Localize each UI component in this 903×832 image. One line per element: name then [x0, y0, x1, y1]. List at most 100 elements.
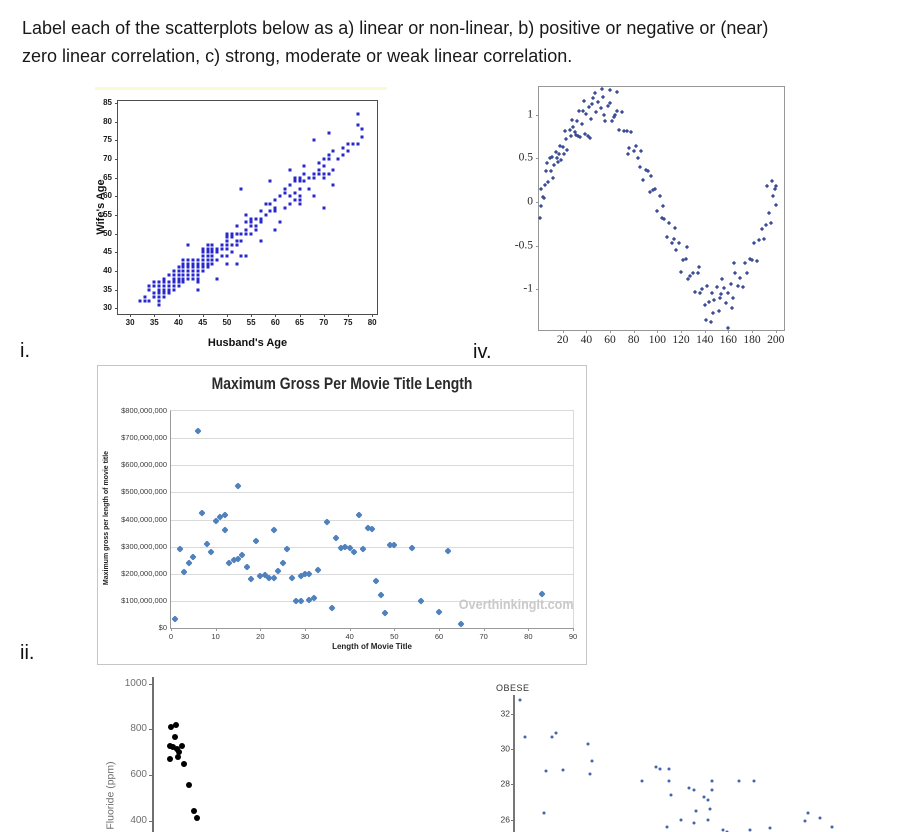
data-point [683, 257, 688, 262]
data-point [230, 232, 234, 236]
data-point [162, 277, 166, 280]
y-tick-mark [149, 683, 154, 685]
data-point [254, 228, 258, 232]
y-tick-label: 75 [103, 135, 112, 145]
data-point [186, 258, 190, 262]
data-point [162, 284, 166, 288]
x-tick-mark [323, 314, 325, 317]
data-point [661, 204, 666, 209]
data-point [542, 811, 546, 815]
data-point [626, 145, 632, 151]
data-point [157, 280, 161, 284]
data-point [244, 213, 248, 217]
x-tick-mark [394, 628, 396, 631]
x-tick-mark [251, 314, 253, 317]
data-point [244, 254, 248, 258]
data-point [586, 104, 591, 110]
data-point [210, 262, 214, 266]
data-point [757, 238, 762, 243]
data-point [752, 779, 756, 783]
data-point [162, 280, 166, 284]
data-point [206, 243, 210, 247]
data-point [196, 277, 200, 280]
data-point [754, 259, 759, 264]
movie-chart-title: Maximum Gross Per Movie Title Length [211, 374, 473, 393]
data-point [296, 597, 305, 605]
y-tick-mark [115, 196, 118, 198]
x-tick-mark [562, 330, 564, 333]
data-point [220, 247, 224, 251]
y-tick-label: 0 [527, 195, 533, 208]
data-point [238, 551, 246, 559]
x-tick-mark [215, 628, 217, 631]
data-point [196, 258, 200, 262]
data-point [702, 302, 707, 307]
data-point [302, 164, 306, 168]
data-point [239, 232, 243, 236]
data-point [230, 235, 234, 239]
data-point [201, 269, 205, 273]
data-point [728, 281, 733, 286]
gridline [171, 600, 573, 602]
data-point [235, 243, 239, 247]
data-point [676, 240, 681, 246]
data-point [730, 295, 736, 300]
y-tick-label: 80 [103, 116, 112, 126]
y-tick-label: $100,000,000 [121, 595, 167, 605]
data-point [560, 144, 565, 150]
gridline [171, 519, 573, 521]
x-tick-mark [439, 628, 440, 631]
x-tick-mark [573, 628, 574, 631]
data-point [360, 135, 364, 138]
data-point [191, 262, 195, 266]
data-point [162, 295, 166, 299]
data-point [172, 273, 176, 277]
data-point [665, 825, 669, 829]
data-point [322, 164, 326, 168]
data-point [239, 239, 243, 243]
data-point [710, 788, 714, 792]
data-point [610, 118, 615, 124]
x-tick-mark [171, 628, 172, 631]
data-point [279, 559, 287, 567]
data-point [210, 243, 214, 247]
data-point [181, 760, 188, 767]
instructions-line-2: zero linear correlation, c) strong, mode… [22, 46, 573, 66]
data-point [719, 292, 724, 297]
data-point [152, 295, 156, 299]
data-point [196, 262, 200, 266]
x-tick-label: 70 [479, 632, 488, 641]
data-point [346, 149, 350, 153]
data-point [157, 299, 161, 303]
data-point [748, 828, 752, 832]
data-point [327, 157, 331, 161]
y-tick-label: $400,000,000 [121, 514, 167, 524]
x-tick-label: 40 [345, 632, 354, 641]
data-point [259, 239, 263, 243]
movie-chart-frame: Maximum Gross Per Movie Title Length Max… [97, 365, 587, 665]
data-point [168, 724, 175, 731]
x-tick-label: 0 [168, 632, 174, 641]
data-point [332, 534, 340, 543]
gridline [171, 546, 573, 548]
data-point [298, 176, 302, 180]
gridline [171, 573, 573, 575]
data-point [167, 273, 171, 277]
x-tick-mark [299, 314, 301, 317]
data-point [194, 427, 202, 435]
data-point [162, 288, 166, 292]
data-point [592, 90, 597, 96]
x-tick-label: 60 [434, 632, 444, 641]
data-point [737, 779, 741, 783]
data-point [717, 295, 723, 300]
scatterplot-obese: 32 30 28 26 [501, 695, 901, 832]
x-tick-label: 60 [270, 318, 280, 327]
data-point [167, 291, 171, 295]
data-point [706, 818, 710, 822]
data-point [654, 765, 658, 769]
data-point [244, 232, 248, 236]
data-point [350, 548, 358, 556]
data-point [679, 818, 683, 822]
data-point [298, 202, 302, 206]
data-point [596, 99, 601, 104]
